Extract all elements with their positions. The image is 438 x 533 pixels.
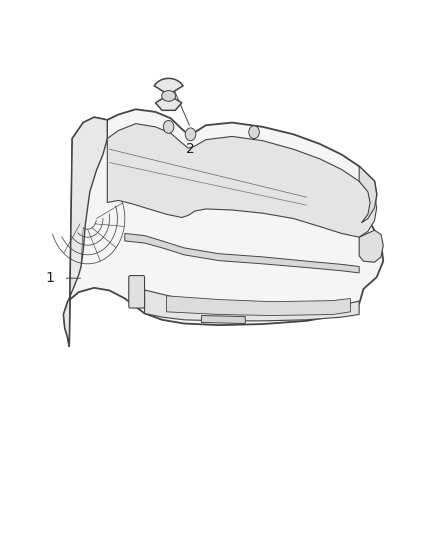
Polygon shape	[166, 296, 350, 316]
Circle shape	[185, 128, 196, 141]
Text: 2: 2	[186, 142, 195, 156]
Polygon shape	[64, 117, 107, 346]
Circle shape	[163, 120, 174, 133]
FancyBboxPatch shape	[129, 276, 145, 308]
Polygon shape	[145, 290, 359, 321]
Polygon shape	[125, 233, 359, 273]
Polygon shape	[107, 124, 377, 237]
Polygon shape	[359, 230, 383, 262]
Polygon shape	[359, 166, 377, 223]
Polygon shape	[201, 316, 245, 324]
Text: 1: 1	[46, 271, 55, 285]
Ellipse shape	[162, 91, 176, 101]
Polygon shape	[154, 78, 183, 110]
Circle shape	[249, 126, 259, 139]
Polygon shape	[64, 109, 383, 346]
